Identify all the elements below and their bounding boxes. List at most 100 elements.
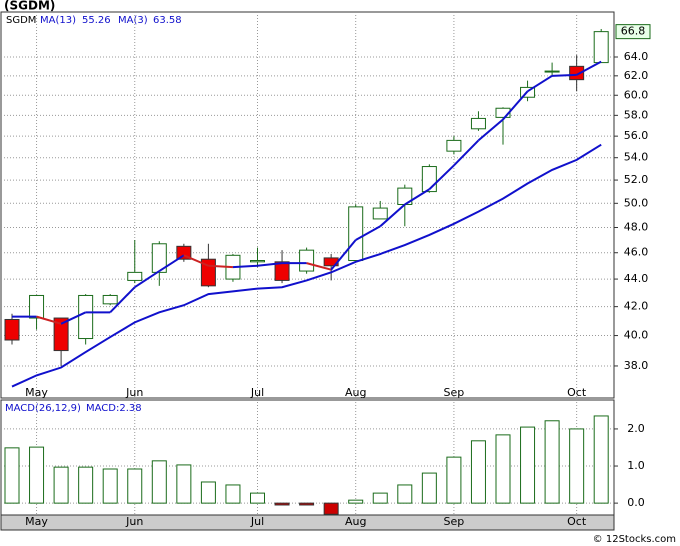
y-tick-label: 58.0 [624,108,649,121]
macd-title: MACD(26,12,9) [5,403,81,414]
y-tick-label: 0.0 [627,496,645,509]
main-frame [0,11,615,399]
ma-segment [306,262,332,271]
y-tick-label: 46.0 [624,246,649,259]
y-tick-label: 40.0 [624,329,649,342]
y-tick-label: 62.0 [624,69,649,82]
candle-body [53,317,69,352]
y-tick-label: 56.0 [624,129,649,142]
y-tick-label: 54.0 [624,151,649,164]
y-tick-label: 50.0 [624,196,649,209]
y-tick-label: 60.0 [624,88,649,101]
y-tick-label: 2.0 [627,422,645,435]
ma-segment [158,254,185,272]
x-tick-label: Oct [567,386,587,399]
macd-bar [372,492,388,504]
candle-body [470,117,486,130]
macd-bar [348,499,364,504]
x-tick-label: Sep [444,386,465,399]
ma-segment [183,254,209,267]
candle-body [151,243,167,273]
ma-segment [208,264,234,269]
candle-body [127,271,143,281]
ma-segment [502,90,529,121]
macd-bar [4,447,20,504]
macd-bar [446,456,462,504]
ma-segment [232,264,258,269]
y-tick-label: 48.0 [624,221,649,234]
candle-body [78,294,94,340]
ma-segment [576,60,602,76]
macd-bar [421,472,437,504]
chart-title: (SGDM) [4,0,55,13]
ticker-label: SGDM [6,15,36,26]
x-tick-label: Oct [567,515,587,528]
macd-bar [569,428,585,504]
ma-segment [453,139,480,167]
watermark: © 12Stocks.com [593,534,676,545]
ma-segment [428,164,455,190]
macd-bar [225,484,241,504]
candle-body [544,70,560,73]
ma-segment [379,203,406,228]
ma-segment [404,188,430,206]
x-tick-label: Jun [125,386,143,399]
candle-body [250,260,265,263]
legend-ma3-value: 63.58 [153,15,182,26]
ma-segment [60,311,87,325]
y-tick-label: 38.0 [624,359,649,372]
macd-bar [495,434,511,504]
macd-bar [520,426,536,504]
legend-ma13-value: 55.26 [82,15,111,26]
macd-last: MACD:2.38 [86,403,142,414]
macd-bar [544,420,560,504]
macd-bar [53,466,69,504]
ma-segment [134,270,160,289]
macd-bar [29,446,45,504]
last-price-box [615,24,651,40]
x-tick-label: May [25,386,48,399]
candle-body [299,249,315,272]
macd-bar [397,484,413,504]
candle-body [421,166,437,193]
x-tick-label: Jul [250,515,264,528]
candle-body [446,139,462,152]
candle-body [29,294,45,319]
macd-bar [78,466,94,504]
macd-bar [250,492,265,504]
legend-ma13: MA(13) [40,15,76,26]
x-tick-label: Jun [125,515,143,528]
x-tick-label: Aug [345,515,366,528]
legend-ma3: MA(3) [118,15,148,26]
candle-body [274,261,290,281]
ma-segment [477,118,504,142]
macd-bar [299,502,315,506]
candle-body [102,294,118,305]
ma-segment [527,74,553,93]
y-tick-label: 44.0 [624,272,649,285]
macd-bar [323,502,339,515]
x-tick-label: Sep [444,515,465,528]
last-price-label: 66.8 [621,25,646,38]
ma-segment [552,73,577,77]
y-tick-label: 64.0 [624,50,649,63]
x-tick-label: Jul [250,386,264,399]
macd-bar [470,440,486,504]
macd-bar [176,464,192,504]
candle-body [348,206,364,262]
candle-body [593,31,609,64]
candle-body [569,65,585,81]
macd-bar [127,468,143,504]
date-strip [0,514,615,531]
y-tick-label: 1.0 [627,459,645,472]
x-tick-label: Aug [345,386,366,399]
ma-segment [257,262,283,267]
macd-bar [274,502,290,506]
x-tick-label: May [25,515,48,528]
macd-bar [200,481,216,504]
y-tick-label: 42.0 [624,300,649,313]
ma-segment [36,315,62,325]
macd-bar [151,460,167,504]
